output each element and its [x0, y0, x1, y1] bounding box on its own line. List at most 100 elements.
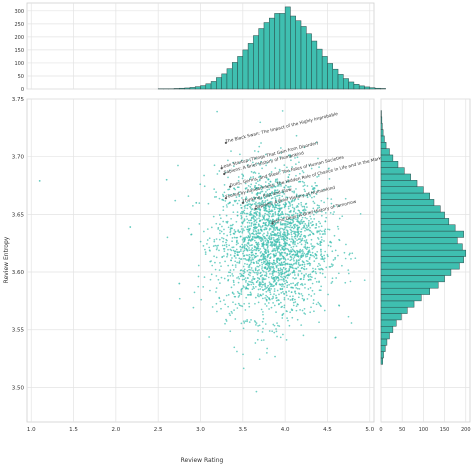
top-hist-bar: [173, 88, 180, 90]
scatter-point: [217, 228, 219, 230]
scatter-point: [225, 245, 228, 248]
scatter-point: [297, 261, 300, 264]
scatter-point: [246, 287, 248, 290]
scatter-point: [257, 225, 260, 227]
scatter-point: [288, 324, 291, 327]
scatter-point: [287, 248, 290, 251]
scatter-point: [288, 201, 291, 204]
scatter-point: [266, 295, 269, 298]
scatter-point: [293, 210, 295, 212]
annotation-marker: [229, 185, 232, 188]
scatter-point: [261, 263, 264, 266]
scatter-point: [223, 255, 225, 257]
scatter-point: [254, 225, 256, 228]
scatter-point: [239, 204, 242, 207]
scatter-point: [256, 232, 259, 235]
top-hist-bar: [321, 56, 328, 90]
scatter-point: [324, 212, 327, 214]
top-hist-bar: [374, 87, 381, 90]
scatter-point: [262, 258, 265, 261]
scatter-point: [304, 283, 306, 286]
top-hist-bar: [247, 43, 254, 90]
scatter-point: [305, 268, 308, 270]
scatter-point: [320, 230, 323, 233]
scatter-point: [306, 263, 309, 265]
scatter-point: [312, 254, 314, 257]
scatter-point: [248, 232, 251, 234]
scatter-point: [321, 258, 324, 260]
scatter-point: [243, 268, 246, 271]
scatter-point: [309, 215, 312, 218]
scatter-point: [290, 249, 292, 251]
scatter-point: [275, 278, 278, 280]
scatter-point: [250, 267, 253, 269]
scatter-point: [241, 212, 244, 215]
scatter-point: [320, 253, 323, 255]
scatter-point: [219, 300, 222, 303]
scatter-point: [206, 242, 208, 245]
scatter-point: [279, 275, 282, 278]
scatter-point: [206, 239, 209, 241]
scatter-point: [263, 193, 266, 195]
scatter-point: [215, 256, 218, 259]
scatter-point: [313, 210, 316, 213]
scatter-point: [225, 320, 228, 322]
scatter-point: [266, 286, 269, 289]
scatter-point: [249, 244, 251, 247]
scatter-point: [254, 188, 257, 190]
scatter-point: [301, 194, 304, 197]
scatter-point: [231, 312, 234, 314]
scatter-point: [213, 188, 216, 190]
scatter-point: [314, 277, 317, 280]
scatter-point: [347, 269, 350, 271]
scatter-point: [303, 252, 306, 255]
scatter-point: [269, 291, 271, 294]
scatter-point: [273, 263, 276, 265]
scatter-point: [238, 304, 241, 307]
scatter-point: [252, 214, 255, 217]
scatter-point: [319, 242, 321, 245]
scatter-point: [246, 269, 249, 272]
scatter-point: [233, 346, 236, 349]
scatter-point: [320, 214, 323, 217]
scatter-point: [288, 154, 290, 156]
scatter-point: [246, 221, 249, 224]
scatter-point: [302, 267, 305, 270]
scatter-point: [251, 281, 253, 284]
scatter-point: [309, 311, 312, 314]
scatter-point: [276, 289, 279, 292]
scatter-point: [215, 238, 218, 240]
scatter-point: [317, 175, 320, 177]
scatter-point: [295, 254, 298, 257]
scatter-point: [303, 206, 306, 208]
scatter-point: [262, 255, 265, 258]
scatter-point: [245, 236, 248, 239]
scatter-point: [315, 226, 317, 229]
scatter-point: [227, 226, 230, 229]
top-hist-bar: [200, 85, 207, 90]
scatter-point: [256, 279, 259, 282]
scatter-point: [297, 242, 299, 245]
scatter-point: [323, 188, 325, 191]
scatter-point: [283, 242, 285, 245]
scatter-point: [287, 179, 290, 182]
scatter-point: [226, 206, 228, 208]
scatter-point: [283, 216, 285, 219]
scatter-point: [312, 207, 315, 210]
scatter-point: [277, 218, 279, 221]
scatter-point: [271, 244, 273, 247]
top-hist-bar: [189, 87, 196, 90]
scatter-point: [300, 272, 303, 275]
scatter-point: [203, 174, 205, 177]
right-hist-bar: [380, 281, 439, 289]
scatter-point: [250, 170, 253, 173]
annotation-marker: [271, 222, 274, 225]
top-hist-bar: [216, 77, 222, 90]
scatter-point: [242, 265, 245, 268]
right-hist-bar: [380, 256, 464, 264]
scatter-point: [265, 243, 267, 246]
scatter-point: [232, 249, 235, 252]
scatter-point: [242, 211, 245, 213]
scatter-point: [242, 367, 245, 370]
scatter-point: [292, 282, 294, 285]
